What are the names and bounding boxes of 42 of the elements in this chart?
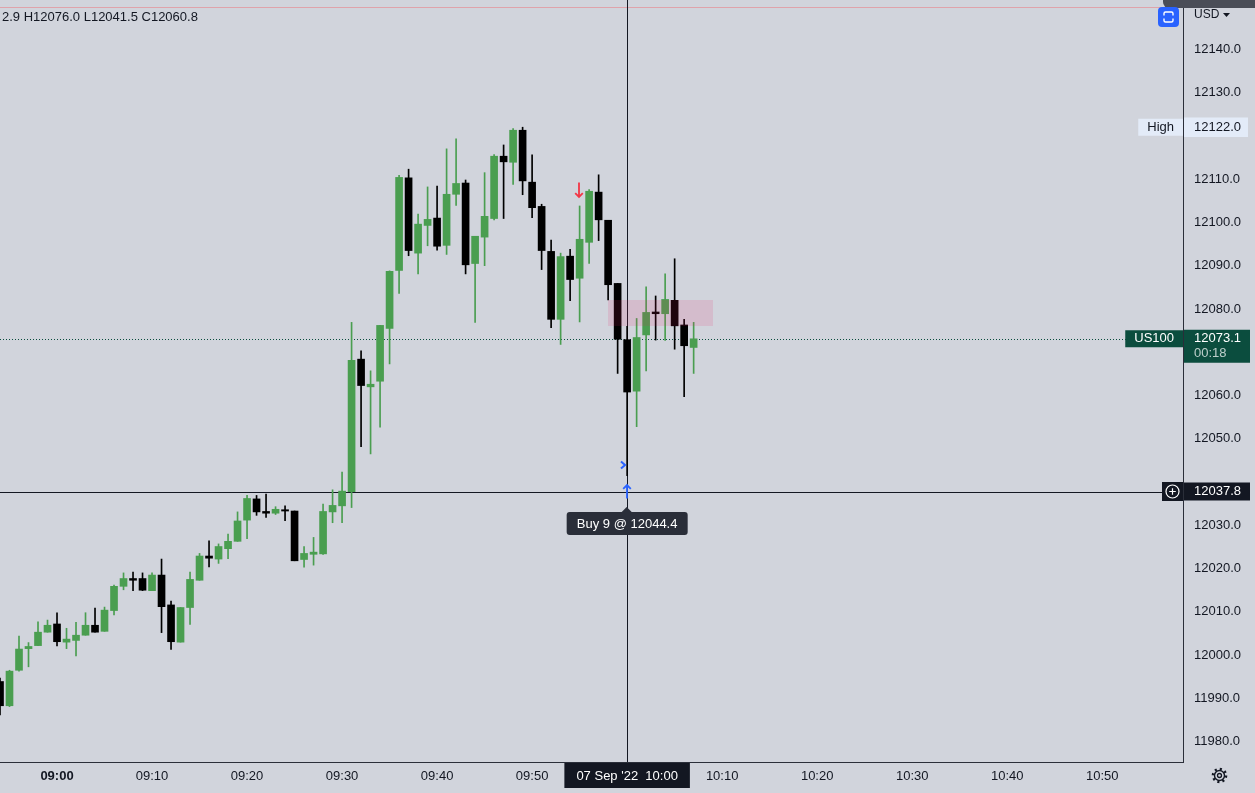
y-tick-label: 12110.0 [1194, 170, 1241, 186]
candlestick [205, 540, 213, 568]
x-tick-label: 10:50 [1085, 768, 1119, 784]
ref-line-label: 12037.8 [1194, 483, 1241, 499]
candlestick [129, 571, 137, 591]
annotation: US100 [1134, 330, 1174, 346]
y-tick-label: 11990.0 [1194, 689, 1241, 705]
x-tick-label: 09:50 [515, 768, 549, 784]
y-tick-label: 12090.0 [1194, 257, 1241, 273]
x-tick-label: 09:40 [420, 768, 454, 784]
x-tick-label: 09:20 [230, 768, 264, 784]
y-tick-label: 12140.0 [1194, 40, 1241, 56]
candlestick [661, 273, 669, 341]
y-tick-label: 12060.0 [1194, 387, 1241, 403]
annotation: High [1147, 118, 1175, 134]
text: 00:18 [1194, 345, 1227, 361]
y-tick-label: 11980.0 [1194, 733, 1241, 749]
y-tick-label: 12100.0 [1194, 213, 1241, 229]
annotation: 2.9 H12076.0 L12041.5 C12060.8 [2, 8, 198, 24]
y-tick-label: 12010.0 [1194, 603, 1241, 619]
annotation: Buy 9 @ 12044.4 [566, 512, 688, 535]
candlestick [281, 505, 289, 521]
x-tick-label: 10:30 [895, 768, 929, 784]
candlestick [72, 621, 80, 657]
y-tick-label: 12080.0 [1194, 300, 1241, 316]
x-tick-label: 09:00 [40, 768, 74, 784]
y-tick-label: 12000.0 [1194, 646, 1241, 662]
x-tick-label: 09:30 [325, 768, 359, 784]
x-tick-label: 10:20 [800, 768, 834, 784]
x-tick-label: 10:10 [705, 768, 739, 784]
y-tick-label: 12020.0 [1194, 560, 1241, 576]
candlestick [452, 138, 460, 206]
x-tick-label: 09:10 [135, 768, 169, 784]
ref-line-label: 07 Sep '22 10:00 [576, 767, 678, 783]
y-tick-label: 12122.0 [1194, 118, 1241, 134]
x-tick-label: 10:40 [990, 768, 1024, 784]
y-tick-label: 12050.0 [1194, 430, 1241, 446]
candlestick [262, 493, 270, 518]
y-axis-title: USD [1194, 7, 1220, 22]
y-tick-label: 12030.0 [1194, 516, 1241, 532]
y-tick-label: 12130.0 [1194, 84, 1241, 100]
ref-line-label: 12073.1 [1194, 330, 1241, 346]
